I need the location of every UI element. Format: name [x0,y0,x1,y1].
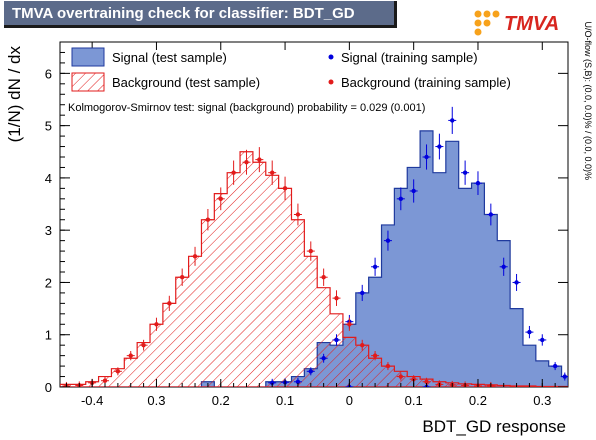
x-tick-label: 0.2 [212,393,230,408]
legend: Signal (test sample) Background (test sa… [71,47,511,92]
axes-layer: -0.4 0.3 0.2 0.1 0 0.1 0.2 0.3 0 1 2 3 4 5 6 [45,42,568,408]
background-test-histogram [60,151,568,387]
y-axis-title: (1/N) dN / dx [5,46,24,143]
signal-training-point [551,362,560,371]
signal-training-point [525,325,534,339]
overflow-note: U/O-flow (S,B): (0.0, 0.0)% / (0.0, 0.0)… [583,21,593,180]
logo-dot [474,10,482,18]
x-axis-title: BDT_GD response [422,417,566,436]
background-training-point [113,367,122,376]
legend-signal-test-swatch [71,47,105,67]
background-training-point [242,149,251,175]
legend-background-training-marker [328,79,334,85]
signal-training-point [358,284,367,301]
y-tick-label: 3 [45,223,52,238]
signal-training-point [512,273,521,291]
logo-dot [474,28,482,36]
x-tick-label: 0.1 [276,393,294,408]
logo-dot [474,19,482,27]
background-training-point [293,203,302,226]
background-training-point [371,350,380,361]
signal-training-point [499,257,508,276]
background-training-point [139,339,148,351]
background-training-point [203,208,212,231]
ks-test-label: Kolmogorov-Smirnov test: signal (backgro… [68,102,425,114]
logo-text: TMVA [504,13,559,35]
background-training-point [216,187,225,211]
y-tick-label: 2 [45,275,52,290]
tmva-logo: TMVA [470,8,562,42]
legend-signal-test-label: Signal (test sample) [112,50,227,65]
background-training-point [332,290,341,306]
signal-training-point [473,171,482,195]
y-tick-label: 6 [45,66,52,81]
signal-training-point [332,334,341,346]
signal-training-point [538,334,547,346]
signal-training-point [435,133,444,160]
signal-training-point [319,353,328,363]
x-tick-label: 0.2 [469,393,487,408]
signal-training-point [306,367,315,376]
signal-training-point [422,144,431,170]
page-title: TMVA overtraining check for classifier: … [12,5,355,22]
signal-training-point [448,106,457,134]
background-training-point [422,377,431,386]
background-training-point [255,147,264,173]
y-tick-label: 4 [45,171,52,186]
signal-training-point [409,179,418,203]
x-tick-label: 0.1 [405,393,423,408]
y-tick-label: 0 [45,380,52,395]
background-training-point [268,160,277,185]
x-tick-label: 0.3 [147,393,165,408]
legend-background-training-label: Background (training sample) [341,75,511,90]
signal-training-point [371,257,380,276]
logo-dot [483,10,491,18]
x-tick-label: 0.3 [533,393,551,408]
background-training-point [229,160,238,185]
title-banner: TMVA overtraining check for classifier: … [4,1,397,28]
legend-background-test-label: Background (test sample) [112,75,260,90]
background-training-point [152,317,161,331]
y-tick-label: 5 [45,119,52,134]
background-training-point [396,372,405,381]
x-tick-label: -0.4 [81,393,103,408]
legend-signal-training-label: Signal (training sample) [341,50,478,65]
background-training-point [165,295,174,311]
legend-background-test-swatch [71,72,105,92]
background-training-point [126,350,135,361]
signal-training-point [396,187,405,211]
background-training-point [178,268,187,286]
signal-training-point [383,230,392,251]
signal-training-point [486,203,495,226]
background-training-point [191,246,200,266]
background-training-point [383,362,392,371]
background-training-point [345,317,354,331]
background-training-point [358,339,367,351]
background-training-point [319,268,328,286]
logo-graphic: TMVA [474,10,559,36]
logo-dot [483,19,491,27]
x-tick-label: 0 [346,393,353,408]
logo-dot [492,10,500,18]
histogram-layer [60,130,568,387]
legend-signal-training-marker [328,54,334,60]
background-training-point [281,176,290,201]
background-training-point [306,241,315,261]
signal-training-point [461,160,470,185]
y-tick-label: 1 [45,328,52,343]
signal-training-point [560,372,568,381]
